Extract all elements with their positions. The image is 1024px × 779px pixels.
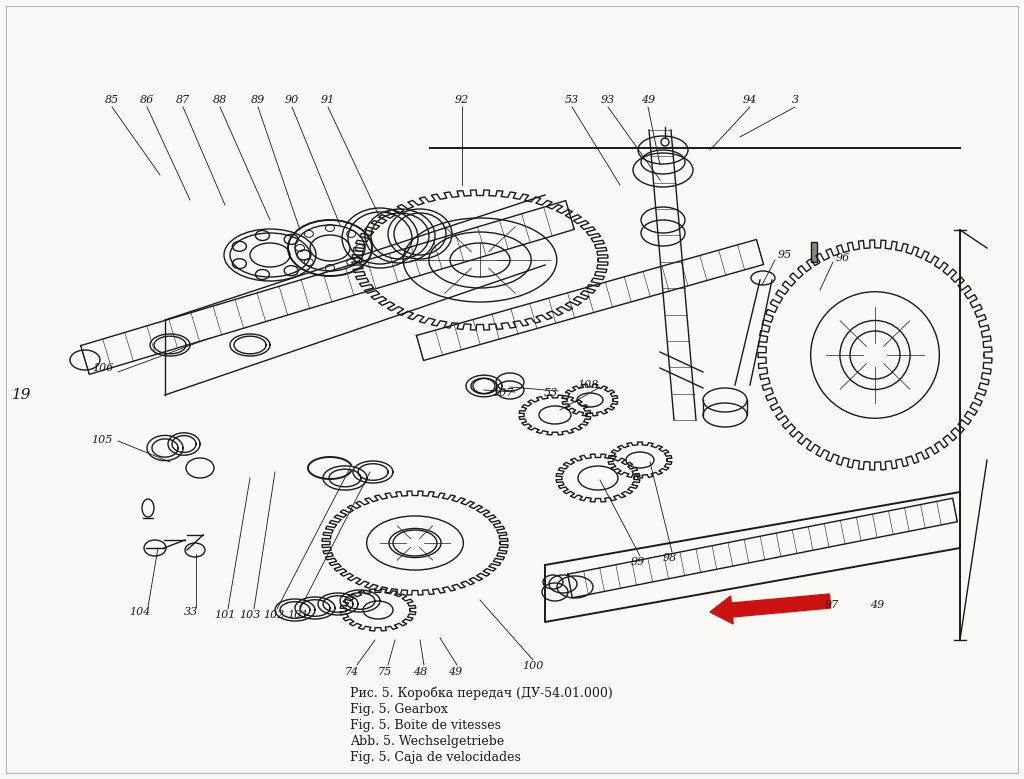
Text: 90: 90 (285, 95, 299, 105)
Text: 96: 96 (836, 253, 850, 263)
Text: 95: 95 (778, 250, 793, 260)
Text: 87: 87 (176, 95, 190, 105)
Text: 89: 89 (251, 95, 265, 105)
FancyArrow shape (710, 594, 830, 624)
Text: 93: 93 (601, 95, 615, 105)
Text: 74: 74 (345, 667, 359, 677)
Text: 94: 94 (742, 95, 757, 105)
Text: 102: 102 (263, 610, 285, 620)
Text: Fig. 5. Caja de velocidades: Fig. 5. Caja de velocidades (350, 750, 521, 763)
Text: 88: 88 (213, 95, 227, 105)
Text: Fig. 5. Gearbox: Fig. 5. Gearbox (350, 703, 447, 715)
Text: 100: 100 (522, 661, 544, 671)
Text: 48: 48 (413, 667, 427, 677)
Text: 98: 98 (663, 553, 677, 563)
Text: 107: 107 (493, 388, 514, 398)
Text: Abb. 5. Wechselgetriebe: Abb. 5. Wechselgetriebe (350, 735, 504, 748)
Text: 108: 108 (578, 380, 599, 390)
Text: 75: 75 (378, 667, 392, 677)
Text: 49: 49 (641, 95, 655, 105)
Text: 101: 101 (288, 610, 308, 620)
Text: 3: 3 (792, 95, 799, 105)
Text: 103: 103 (240, 610, 261, 620)
Text: 106: 106 (92, 363, 114, 373)
Text: Рис. 5. Коробка передач (ДУ-54.01.000): Рис. 5. Коробка передач (ДУ-54.01.000) (350, 686, 612, 700)
Text: 53: 53 (544, 388, 558, 398)
Text: 101: 101 (214, 610, 236, 620)
Text: Fig. 5. Boite de vitesses: Fig. 5. Boite de vitesses (350, 718, 501, 731)
Text: 19: 19 (12, 388, 32, 402)
Text: 49: 49 (869, 600, 884, 610)
Text: 85: 85 (104, 95, 119, 105)
Bar (811, 242, 817, 262)
Text: 99: 99 (631, 557, 645, 567)
Text: 92: 92 (455, 95, 469, 105)
Text: 33: 33 (184, 607, 198, 617)
Text: 49: 49 (447, 667, 462, 677)
Text: 105: 105 (91, 435, 113, 445)
Text: 97: 97 (825, 600, 839, 610)
Text: 86: 86 (140, 95, 155, 105)
Text: 91: 91 (321, 95, 335, 105)
Text: 53: 53 (565, 95, 580, 105)
Text: 104: 104 (129, 607, 151, 617)
